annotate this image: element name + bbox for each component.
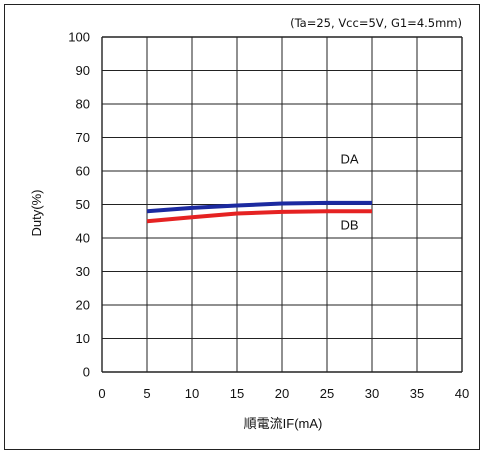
y-tick-label: 40 <box>76 231 90 246</box>
x-tick-label: 15 <box>230 386 244 401</box>
x-axis-label: 順電流IF(mA) <box>244 416 323 431</box>
x-tick-label: 40 <box>455 386 469 401</box>
x-tick-label: 0 <box>98 386 105 401</box>
y-tick-label: 0 <box>83 365 90 380</box>
series-label-db: DB <box>341 217 359 232</box>
y-tick-label: 10 <box>76 331 90 346</box>
tick-labels: 0 5 10 15 20 25 30 35 40 0 10 20 30 40 50 60 70 80 90 100 <box>68 30 469 402</box>
grid <box>101 36 463 373</box>
chart-annotation: (Ta=25, Vcc=5V, G1=4.5mm) <box>290 16 462 30</box>
y-tick-label: 80 <box>76 97 90 112</box>
x-tick-label: 35 <box>410 386 424 401</box>
y-tick-label: 20 <box>76 298 90 313</box>
x-tick-label: 5 <box>143 386 150 401</box>
y-tick-label: 30 <box>76 264 90 279</box>
y-tick-label: 70 <box>76 130 90 145</box>
x-tick-label: 20 <box>275 386 289 401</box>
y-tick-label: 90 <box>76 63 90 78</box>
series-group <box>146 200 372 224</box>
series-line-da <box>146 200 372 214</box>
y-axis-label: Duty(%) <box>29 190 44 237</box>
chart-frame <box>4 4 480 450</box>
x-tick-label: 10 <box>185 386 199 401</box>
y-tick-label: 60 <box>76 164 90 179</box>
y-tick-label: 50 <box>76 197 90 212</box>
series-line-db <box>146 209 372 224</box>
series-labels: DA DB <box>341 152 359 233</box>
x-tick-label: 30 <box>365 386 379 401</box>
y-tick-label: 100 <box>68 30 90 45</box>
x-tick-label: 25 <box>320 386 334 401</box>
series-label-da: DA <box>341 152 359 167</box>
